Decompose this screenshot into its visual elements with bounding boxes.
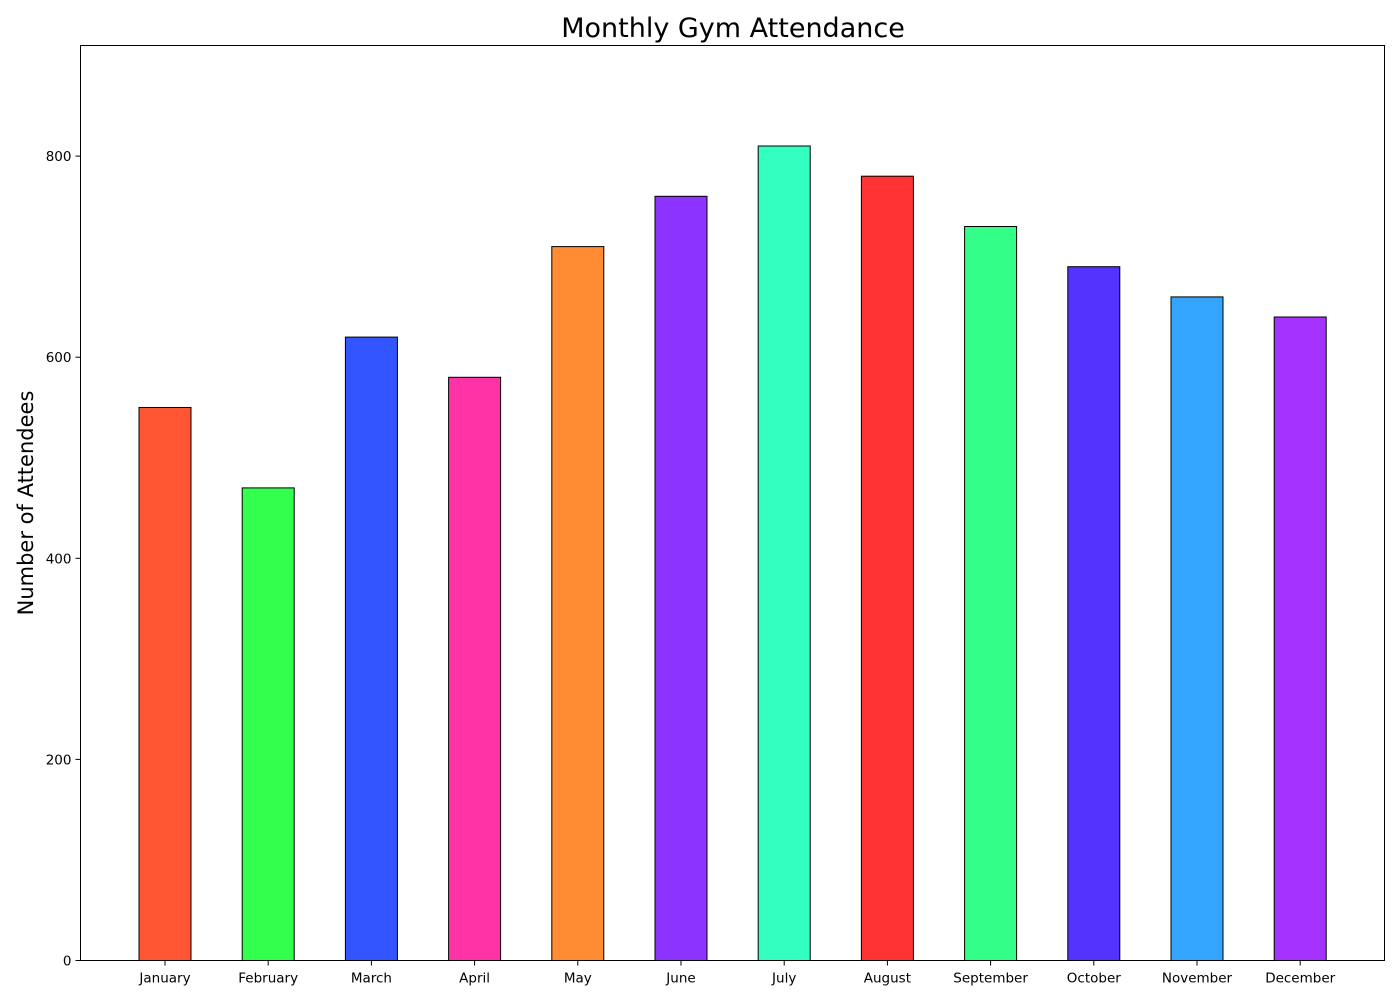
bar-may <box>551 246 605 962</box>
x-tick-label: May <box>564 971 592 987</box>
bar-december <box>1273 316 1327 961</box>
x-tick-label: July <box>771 971 796 987</box>
bar-october <box>1067 266 1121 961</box>
x-tick-label: September <box>953 971 1028 987</box>
plot-area-frame <box>80 45 1385 961</box>
y-axis: 0 200 400 600 800 <box>46 149 81 970</box>
bar-august <box>860 175 914 961</box>
y-tick-label: 800 <box>46 149 72 165</box>
y-tick-label: 400 <box>46 551 72 567</box>
y-tick-label: 600 <box>46 350 72 366</box>
bars-layer <box>138 145 1327 962</box>
chart-title: Monthly Gym Attendance <box>561 13 905 44</box>
bar-september <box>964 226 1018 961</box>
x-tick-label: February <box>238 971 298 987</box>
x-tick-label: January <box>138 971 190 987</box>
bar-march <box>344 336 398 962</box>
x-tick-label: March <box>351 971 392 987</box>
y-tick-label: 0 <box>63 954 72 970</box>
y-axis-label: Number of Attendees <box>14 391 38 616</box>
x-tick-label: November <box>1162 971 1233 987</box>
bar-february <box>241 487 295 961</box>
x-tick-label: June <box>665 971 695 987</box>
x-tick-label: October <box>1067 971 1121 987</box>
x-tick-label: August <box>864 971 911 987</box>
x-axis: January February March April May June July Augu… <box>138 960 1336 987</box>
bar-january <box>138 407 192 961</box>
x-tick-label: December <box>1265 971 1335 987</box>
bar-november <box>1170 296 1224 961</box>
bar-july <box>757 145 811 961</box>
bar-june <box>654 195 708 962</box>
x-tick-label: April <box>459 971 490 987</box>
bar-april <box>448 376 502 961</box>
y-tick-label: 200 <box>46 752 72 768</box>
